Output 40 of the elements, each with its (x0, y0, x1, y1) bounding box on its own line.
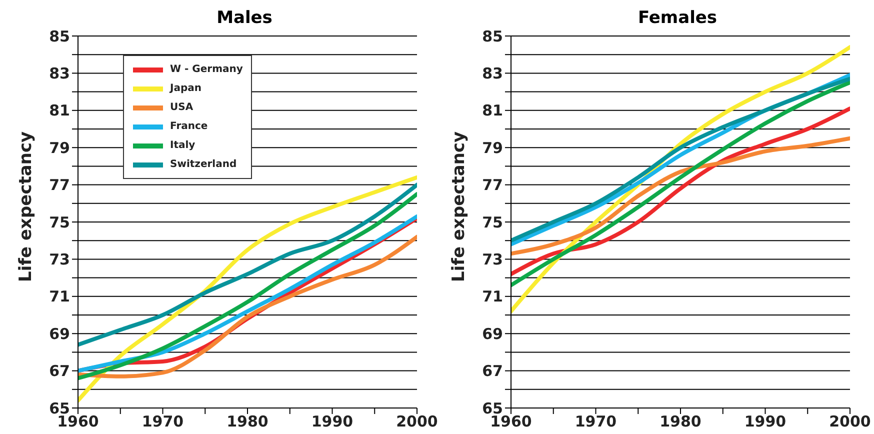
y-tick-label: 77 (49, 176, 70, 194)
chart-title: Females (638, 8, 718, 28)
y-tick-label: 67 (482, 362, 503, 380)
y-tick-label: 79 (482, 138, 503, 157)
chart-title: Males (216, 8, 272, 28)
y-axis-title: Life expectancy (449, 131, 470, 282)
y-tick-label: 83 (482, 64, 503, 83)
legend-label: USA (170, 101, 194, 115)
x-tick-label: 1980 (226, 412, 268, 431)
y-tick-label: 69 (49, 324, 70, 343)
legend-label: France (170, 120, 208, 134)
x-tick-label: 2000 (829, 412, 871, 431)
x-tick-label: 1960 (490, 412, 532, 431)
y-tick-label: 75 (49, 213, 70, 232)
y-tick-label: 69 (482, 324, 503, 343)
x-tick-label: 2000 (396, 412, 438, 431)
y-tick-label: 67 (49, 362, 70, 380)
x-tick-label: 1990 (744, 412, 786, 431)
legend-label: Switzerland (170, 158, 237, 172)
x-tick-label: 1990 (311, 412, 354, 431)
y-tick-label: 79 (49, 138, 70, 157)
y-tick-label: 85 (49, 27, 70, 46)
x-tick-label: 1980 (660, 412, 702, 431)
legend-label: Japan (170, 82, 202, 96)
x-tick-label: 1970 (142, 412, 184, 431)
y-tick-label: 83 (49, 64, 70, 83)
y-tick-label: 75 (482, 213, 503, 232)
legend-label: W - Germany (170, 63, 243, 77)
x-tick-label: 1970 (574, 412, 617, 431)
y-tick-label: 71 (482, 288, 503, 306)
y-tick-label: 81 (49, 102, 70, 120)
legend-label: Italy (170, 139, 196, 153)
y-tick-label: 77 (482, 176, 503, 194)
y-axis-title: Life expectancy (16, 131, 36, 282)
y-tick-label: 73 (482, 250, 503, 269)
y-tick-label: 71 (49, 288, 70, 306)
y-tick-label: 85 (482, 27, 503, 46)
x-tick-label: 1960 (57, 412, 99, 431)
y-tick-label: 73 (49, 250, 70, 269)
y-tick-label: 81 (482, 102, 503, 120)
